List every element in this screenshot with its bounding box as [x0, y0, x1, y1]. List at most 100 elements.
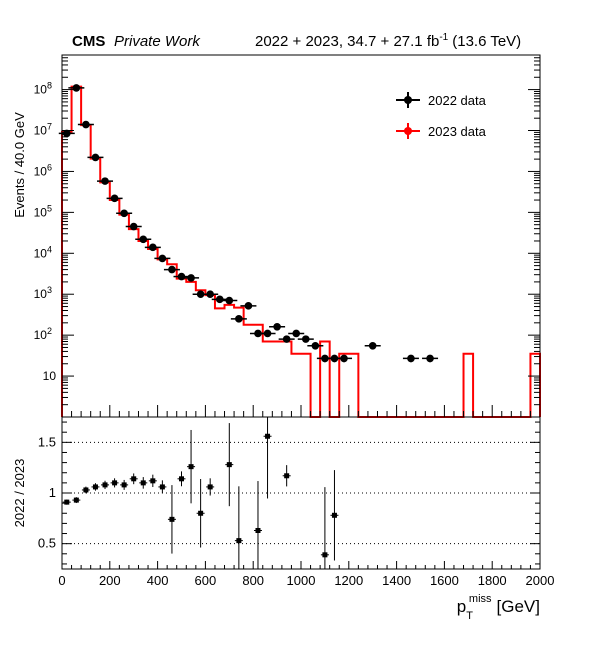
series-2022-point [58, 129, 75, 138]
ratio-y-tick-label: 0.5 [38, 536, 56, 551]
ratio-x-tick-label: 400 [147, 573, 169, 588]
lumi-sup: -1 [439, 32, 448, 43]
series-2022-point [68, 84, 85, 92]
ratio-x-tick-label: 1000 [287, 573, 316, 588]
ratio-point [148, 474, 157, 488]
tick-exponent: 2 [47, 326, 52, 336]
ratio-x-tick-label: 1800 [478, 573, 507, 588]
ratio-point [263, 417, 272, 499]
series-2022-marker [168, 265, 176, 274]
x-axis-label: pTmiss [GeV] [457, 593, 540, 622]
top-y-tick-label: 102 [34, 326, 52, 342]
ratio-point [330, 470, 339, 561]
ratio-point [120, 479, 129, 490]
ratio-marker [322, 552, 328, 558]
ratio-point [320, 487, 329, 569]
ratio-point [177, 471, 186, 487]
private-work-label: Private Work [114, 33, 201, 50]
ratio-x-tick-label: 200 [99, 573, 121, 588]
series-2022-marker [120, 209, 128, 218]
ratio-marker [92, 484, 98, 490]
top-y-axis-label: Events / 40.0 GeV [12, 112, 27, 218]
lumi-suffix: (13.6 TeV) [452, 33, 521, 50]
series-2022-point [307, 341, 324, 350]
series-2022-point [269, 322, 286, 331]
legend-label-2023: 2023 data [428, 124, 487, 139]
series-2022-point [106, 194, 123, 203]
series-2022-point [97, 177, 114, 185]
x-label-sup: miss [469, 593, 492, 605]
ratio-y-axis-label: 2022 / 2023 [12, 459, 27, 528]
series-2022-marker [149, 243, 157, 252]
ratio-marker [131, 476, 137, 482]
ratio-point [110, 478, 119, 488]
tick-base: 10 [34, 164, 48, 178]
legend: 2022 data 2023 data [396, 92, 487, 139]
series-2022-point [125, 222, 142, 231]
tick-base: 10 [34, 328, 48, 342]
series-2022-point [135, 235, 152, 244]
series-2022-marker [62, 129, 71, 138]
series-2022-point [326, 354, 343, 363]
ratio-point [282, 465, 291, 487]
series-2022-point [259, 329, 276, 338]
ratio-point [91, 483, 100, 491]
ratio-marker [226, 462, 232, 468]
tick-base: 10 [34, 205, 48, 219]
top-y-tick-label: 103 [34, 285, 52, 301]
tick-exponent: 3 [47, 285, 52, 295]
series-2022-marker [273, 322, 281, 331]
series-2022-marker [215, 295, 224, 304]
series-2022-point [316, 354, 333, 363]
ratio-marker [112, 480, 118, 486]
ratio-marker [179, 476, 184, 482]
tick-base: 10 [34, 124, 48, 138]
series-2022-point [364, 341, 381, 350]
ratio-point [129, 473, 138, 485]
ratio-point [167, 485, 176, 554]
tick-exponent: 8 [47, 81, 52, 91]
series-2022-marker [101, 177, 109, 185]
top-marks [58, 84, 541, 418]
ratio-x-tick-label: 1600 [430, 573, 459, 588]
series-2022-marker [311, 341, 320, 350]
tick-base: 10 [34, 246, 48, 260]
ratio-point [187, 429, 196, 504]
ratio-frame [61, 416, 541, 570]
series-2022-marker [110, 194, 119, 203]
tick-exponent: 7 [47, 122, 52, 132]
x-label-unit: [GeV] [497, 597, 540, 616]
ratio-marker [102, 482, 108, 488]
series-2022-marker [235, 315, 243, 323]
series-2022-marker [158, 254, 167, 263]
ratio-marker [159, 484, 165, 490]
series-2022-marker [301, 335, 310, 343]
top-frame [61, 54, 541, 418]
ratio-marker [331, 512, 337, 518]
top-y-tick-label: 107 [34, 122, 52, 138]
ratio-marker [150, 478, 156, 484]
series-2022-point [402, 354, 419, 363]
ratio-x-tick-label: 0 [58, 573, 65, 588]
series-2022-marker [196, 290, 205, 299]
series-2022-point [163, 265, 180, 274]
ratio-point [101, 480, 110, 490]
top-y-tick-label: 104 [34, 244, 52, 260]
series-2022-marker [244, 302, 253, 310]
series-2022-point [336, 354, 353, 363]
tick-exponent: 6 [47, 162, 52, 172]
ratio-panel: 0 200 400 600 800 1000 1200 1400 1600 1800 2000 0.5… [38, 416, 554, 588]
series-2022-point [288, 329, 305, 338]
ratio-y-tick-label: 1 [49, 485, 56, 500]
ratio-point [62, 499, 71, 505]
series-2022-marker [407, 354, 415, 363]
series-2022-marker [129, 222, 138, 231]
tick-exponent: 4 [47, 244, 52, 254]
series-2023-histogram [61, 85, 541, 418]
series-2022-point [221, 296, 238, 305]
tick-base: 10 [43, 369, 57, 383]
ratio-marker [255, 527, 261, 533]
ratio-marker [188, 464, 194, 470]
series-2022-point [230, 315, 247, 323]
series-2022-marker [368, 341, 377, 350]
